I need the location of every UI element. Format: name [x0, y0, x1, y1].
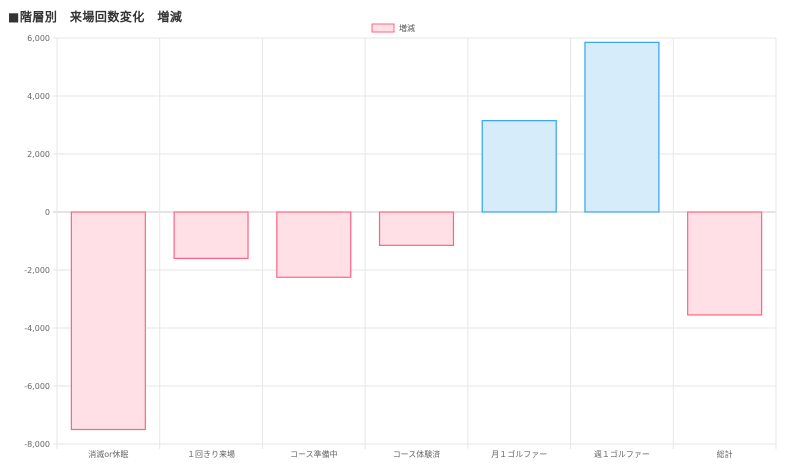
x-tick-label: コース準備中 — [290, 449, 338, 459]
legend-swatch — [371, 23, 395, 33]
legend-label: 増減 — [399, 23, 415, 33]
legend: 増減 — [371, 23, 415, 33]
grid — [53, 37, 777, 449]
x-tick-label: 総計 — [717, 449, 733, 459]
y-tick-label: 2,000 — [27, 150, 50, 159]
y-tick-label: -6,000 — [24, 382, 50, 391]
axes: 6,000 4,000 2,000 0 -2,000 -4,000 -6,000 -8,000… — [24, 34, 732, 459]
bar-6 — [584, 41, 660, 213]
bar-1 — [70, 211, 146, 431]
y-tick-label: 0 — [45, 208, 50, 217]
bar-7 — [687, 211, 763, 316]
x-tick-label: 消滅or休眠 — [88, 449, 128, 459]
bar-4 — [378, 211, 455, 246]
y-tick-label: -2,000 — [24, 266, 50, 275]
x-tick-label: コース体験済 — [393, 449, 441, 459]
page-title: ■階層別 来場回数変化 増減 — [8, 10, 183, 24]
bars — [70, 41, 763, 431]
y-tick-label: 4,000 — [27, 92, 50, 101]
y-tick-label: -4,000 — [24, 324, 50, 333]
x-tick-label: １回きり来場 — [187, 449, 235, 459]
y-tick-label: 6,000 — [27, 34, 50, 43]
bar-2 — [173, 211, 249, 260]
x-tick-label: 月１ゴルファー — [491, 449, 547, 459]
bar-5 — [481, 120, 557, 213]
x-tick-label: 週１ゴルファー — [594, 449, 650, 459]
y-tick-label: -8,000 — [24, 440, 50, 449]
bar-3 — [276, 211, 352, 278]
